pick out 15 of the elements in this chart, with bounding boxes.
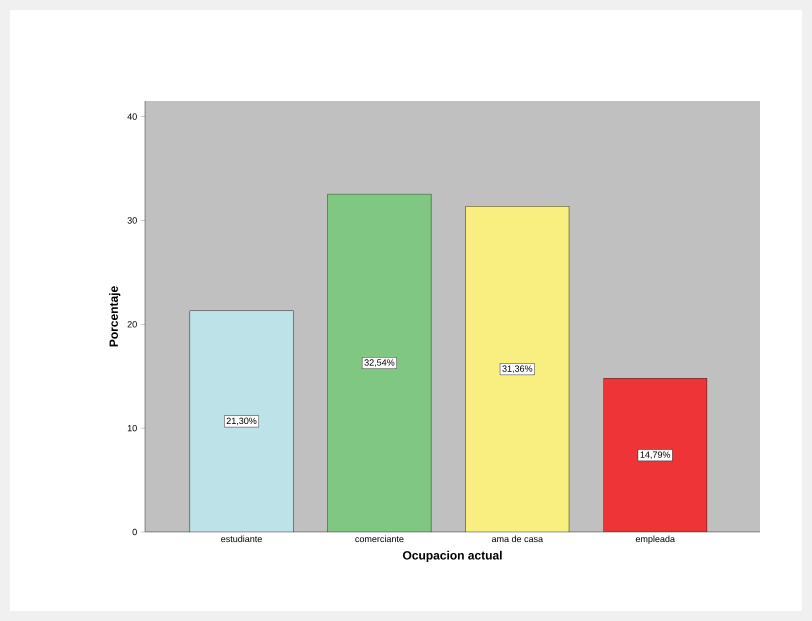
y-tick-label: 20 (128, 321, 137, 328)
x-tick-label: estudiante (221, 536, 262, 542)
data-label: 14,79% (640, 451, 670, 459)
data-label: 32,54% (364, 359, 394, 367)
x-tick-label: empleada (636, 536, 675, 544)
y-tick-label: 40 (127, 113, 137, 120)
y-axis-title: Porcentaje (109, 286, 120, 346)
data-label: 31,36% (502, 365, 532, 373)
y-tick-label: 0 (132, 528, 137, 536)
y-tick-label: 30 (128, 217, 137, 224)
y-tick-label: 10 (128, 424, 137, 432)
x-tick-label: ama de casa (492, 536, 544, 542)
x-axis-title: Ocupacion actual (402, 550, 502, 562)
x-tick-label: comerciante (355, 536, 404, 542)
data-label: 21,30% (226, 418, 256, 426)
